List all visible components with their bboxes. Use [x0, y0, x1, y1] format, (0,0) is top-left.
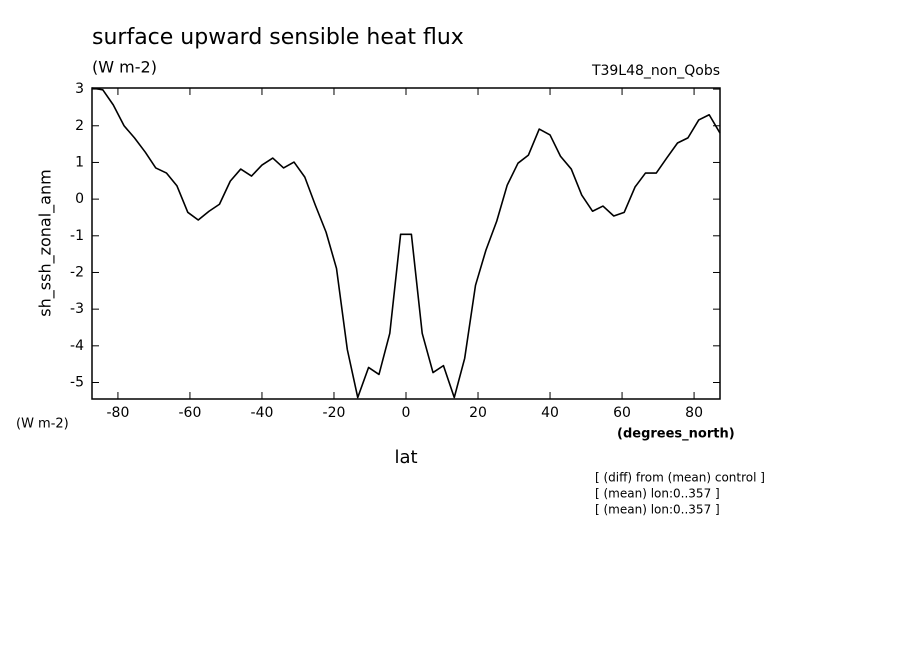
- x-tick-label: -40: [251, 405, 274, 421]
- plot-frame: [91, 87, 721, 400]
- y-tick-label: -3: [70, 301, 84, 317]
- x-tick-label: -20: [323, 405, 346, 421]
- y-tick-label: 0: [75, 191, 84, 207]
- data-line: [91, 87, 721, 399]
- x-tick-label: 0: [402, 405, 411, 421]
- y-units: (W m-2): [16, 417, 69, 432]
- x-axis-title: lat: [394, 447, 417, 468]
- y-tick-label: -2: [70, 264, 84, 280]
- note: [ (diff) from (mean) control ]: [595, 471, 765, 485]
- y-tick-label: 1: [75, 154, 84, 170]
- note: [ (mean) lon:0..357 ]: [595, 503, 720, 517]
- y-tick-label: 3: [75, 81, 84, 97]
- y-tick-label: -4: [70, 338, 84, 354]
- chart-title: surface upward sensible heat flux: [92, 25, 464, 50]
- x-units: (degrees_north): [617, 427, 735, 442]
- x-tick-label: -60: [179, 405, 202, 421]
- y-tick-label: -1: [70, 228, 84, 244]
- x-tick-label: 60: [613, 405, 631, 421]
- run-label: T39L48_non_Qobs: [591, 63, 720, 79]
- y-axis-title: sh_ssh_zonal_anm: [36, 169, 56, 316]
- note: [ (mean) lon:0..357 ]: [595, 487, 720, 501]
- y-tick-label: -5: [70, 374, 84, 390]
- x-tick-label: 80: [685, 405, 703, 421]
- y-tick-label: 2: [75, 118, 84, 134]
- x-tick-label: 20: [469, 405, 487, 421]
- chart-subtitle: (W m-2): [92, 58, 157, 77]
- x-tick-label: -80: [106, 405, 129, 421]
- x-tick-label: 40: [541, 405, 559, 421]
